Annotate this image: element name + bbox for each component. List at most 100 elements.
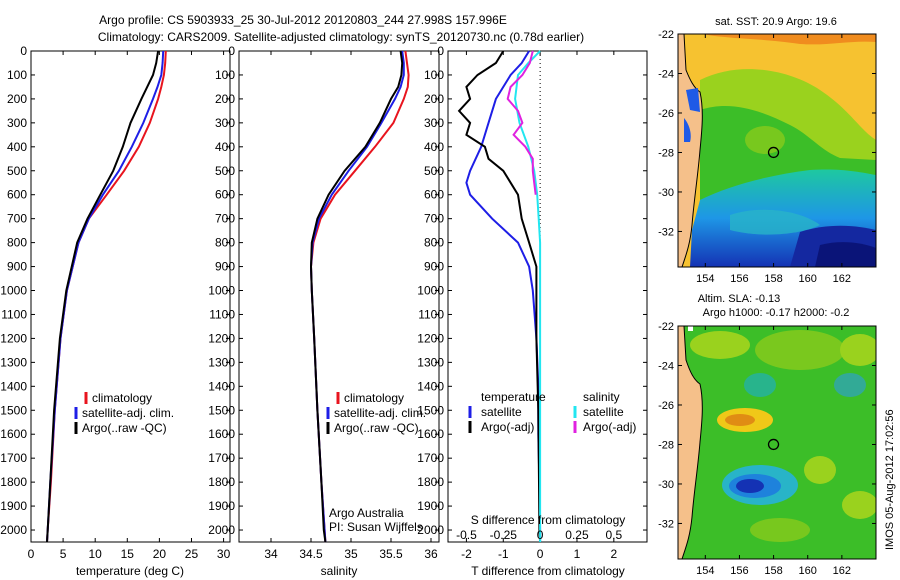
y-tick-label: 1000: [208, 284, 235, 298]
series-line-t-argo-adj: [457, 50, 542, 543]
y-tick-label: 600: [424, 188, 444, 202]
map-y-tick-label: -24: [658, 68, 674, 80]
s-tick-label: 0.5: [605, 528, 622, 542]
series-line-argo-raw-qc: [46, 50, 160, 543]
legend-label-s-satellite: satellite: [583, 405, 624, 419]
difference-axes-frame: [447, 50, 648, 543]
legend-label-satellite: satellite-adj. clim.: [82, 406, 174, 420]
legend-label-argo: Argo(..raw -QC): [82, 421, 167, 435]
x-tick-label: 36: [424, 547, 438, 561]
y-tick-label: 1800: [417, 475, 444, 489]
y-tick-label: 1700: [0, 451, 27, 465]
argo-float-marker: [767, 146, 780, 159]
y-tick-label: 400: [424, 140, 444, 154]
x-tick-label: 34.5: [299, 547, 323, 561]
y-tick-label: 1300: [417, 355, 444, 369]
x-tick-label: 35: [344, 547, 358, 561]
y-tick-label: 200: [424, 92, 444, 106]
map-x-tick-label: 154: [696, 565, 714, 577]
x-tick-label: 2: [610, 547, 617, 561]
y-tick-label: 1700: [208, 451, 235, 465]
s-tick-label: 0: [537, 528, 544, 542]
x-tick-label: 0: [28, 547, 35, 561]
legend-label-climatology: climatology: [344, 391, 404, 405]
map-y-tick-label: -32: [658, 226, 674, 238]
y-tick-label: 300: [215, 116, 235, 130]
y-tick-label: 200: [215, 92, 235, 106]
y-tick-label: 1600: [417, 427, 444, 441]
series-line-satellite-adj-clim: [46, 50, 165, 543]
y-tick-label: 1300: [208, 355, 235, 369]
y-tick-label: 1300: [0, 355, 27, 369]
y-tick-label: 500: [424, 164, 444, 178]
y-tick-label: 1200: [208, 331, 235, 345]
y-tick-label: 1400: [417, 379, 444, 393]
y-tick-label: 900: [424, 260, 444, 274]
y-tick-label: 1700: [417, 451, 444, 465]
y-tick-label: 600: [7, 188, 27, 202]
map-x-tick-label: 162: [833, 273, 851, 285]
y-tick-label: 700: [215, 212, 235, 226]
y-tick-label: 1000: [417, 284, 444, 298]
legend-label-climatology: climatology: [92, 391, 152, 405]
salinity-xlabel: salinity: [321, 564, 358, 578]
map-y-tick-label: -26: [658, 400, 674, 412]
y-tick-label: 900: [7, 260, 27, 274]
x-tick-label: 10: [89, 547, 103, 561]
y-tick-label: 900: [215, 260, 235, 274]
difference-panel: 0100200300400500600700800900100011001200…: [417, 44, 648, 578]
map-x-tick-label: 160: [799, 273, 817, 285]
sla-map-frame: [677, 325, 877, 560]
y-tick-label: 1900: [417, 499, 444, 513]
argo-float-marker: [767, 438, 780, 451]
x-tick-label: 5: [60, 547, 67, 561]
sla-map-title-line-2: Argo h1000: -0.17 h2000: -0.2: [703, 307, 850, 319]
legend-label-t-satellite: satellite: [481, 405, 522, 419]
series-line-t-satellite: [465, 50, 542, 542]
map-y-tick-label: -30: [658, 187, 674, 199]
temperature-xlabel: temperature (deg C): [76, 564, 184, 578]
series-line-argo-raw-qc: [309, 50, 404, 543]
y-tick-label: 1600: [208, 427, 235, 441]
y-tick-label: 100: [7, 68, 27, 82]
y-tick-label: 1600: [0, 427, 27, 441]
y-tick-label: 1400: [208, 379, 235, 393]
legend-label-satellite: satellite-adj. clim.: [334, 406, 426, 420]
y-tick-label: 1000: [0, 284, 27, 298]
map-y-tick-label: -26: [658, 108, 674, 120]
legend-label-argo: Argo(..raw -QC): [334, 421, 419, 435]
sla-map-field: [678, 326, 876, 559]
x-tick-label: -2: [461, 547, 472, 561]
imos-timestamp: IMOS 05-Aug-2012 17:02:56: [884, 409, 896, 550]
salinity-axes-frame: [238, 50, 440, 543]
sla-map-title-line-1: Altim. SLA: -0.13: [698, 293, 781, 305]
y-tick-label: 800: [7, 236, 27, 250]
sla-map-panel: Altim. SLA: -0.13 Argo h1000: -0.17 h200…: [658, 293, 877, 577]
y-tick-label: 500: [215, 164, 235, 178]
map-x-tick-label: 154: [696, 273, 714, 285]
x-tick-label: 25: [185, 547, 199, 561]
x-tick-label: 15: [121, 547, 135, 561]
title-line-2: Climatology: CARS2009. Satellite-adjuste…: [98, 30, 584, 44]
map-x-tick-label: 156: [730, 273, 748, 285]
y-tick-label: 0: [228, 44, 235, 58]
map-x-tick-label: 162: [833, 565, 851, 577]
y-tick-label: 400: [215, 140, 235, 154]
y-tick-label: 1200: [0, 331, 27, 345]
y-tick-label: 700: [7, 212, 27, 226]
y-tick-label: 500: [7, 164, 27, 178]
y-tick-label: 1200: [417, 331, 444, 345]
temperature-legend: climatology satellite-adj. clim. Argo(..…: [74, 391, 174, 435]
s-tick-label: -0.25: [490, 528, 518, 542]
sst-map-panel: sat. SST: 20.9 Argo: 19.6 154 156 158 160 16…: [658, 16, 877, 285]
y-tick-label: 2000: [208, 523, 235, 537]
map-x-tick-label: 158: [764, 273, 782, 285]
y-tick-label: 100: [215, 68, 235, 82]
y-tick-label: 300: [7, 116, 27, 130]
x-tick-label: 20: [153, 547, 167, 561]
sst-map-title: sat. SST: 20.9 Argo: 19.6: [715, 16, 837, 28]
map-y-tick-label: -22: [658, 321, 674, 333]
x-tick-label: 1: [574, 547, 581, 561]
legend-title-temperature: temperature: [481, 390, 546, 404]
y-tick-label: 800: [424, 236, 444, 250]
